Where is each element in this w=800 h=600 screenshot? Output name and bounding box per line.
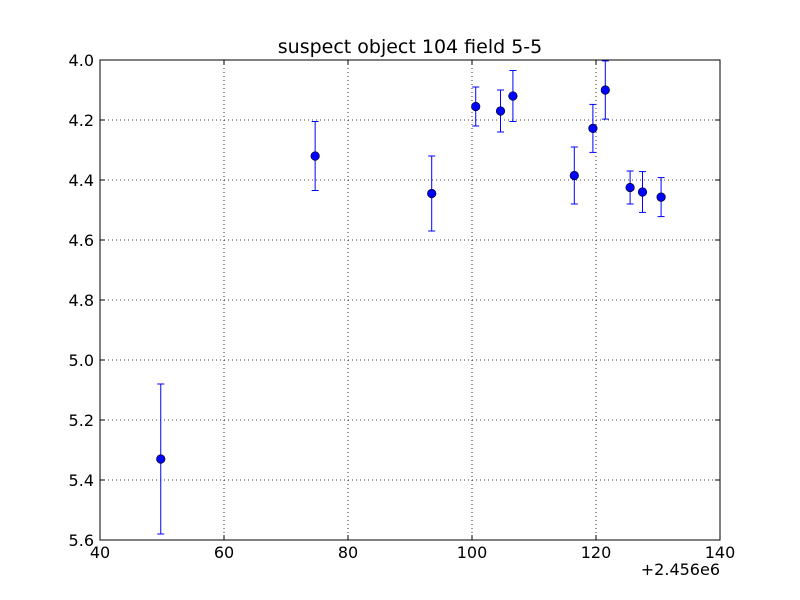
data-points (156, 85, 666, 464)
y-tick-label: 4.8 (69, 291, 94, 310)
y-tick-label: 5.6 (69, 531, 94, 550)
y-tick-label: 5.0 (69, 351, 94, 370)
data-point (427, 188, 437, 199)
x-axis: 40 60 80 100 120 140 (90, 60, 735, 562)
data-point (637, 187, 648, 197)
data-point (495, 106, 506, 116)
data-point (588, 123, 598, 133)
y-tick-label: 5.2 (69, 411, 94, 430)
y-tick-label: 4.0 (69, 51, 94, 70)
x-tick-label: 120 (581, 543, 612, 562)
x-tick-label: 60 (214, 543, 234, 562)
x-tick-label: 80 (338, 543, 358, 562)
grid (100, 60, 720, 540)
y-axis: 4.0 4.2 4.4 4.6 4.8 5.0 5.2 5.4 5.6 (69, 51, 720, 550)
y-tick-label: 4.4 (69, 171, 94, 190)
data-point (569, 170, 579, 181)
x-tick-label: 140 (705, 543, 736, 562)
y-tick-label: 5.4 (69, 471, 94, 490)
x-tick-label: 40 (90, 543, 110, 562)
y-tick-label: 4.2 (69, 111, 94, 130)
data-point (471, 101, 481, 112)
chart-title: suspect object 104 field 5-5 (278, 36, 543, 58)
error-bars (157, 60, 665, 535)
y-tick-label: 4.6 (69, 231, 94, 250)
data-point (656, 192, 666, 202)
data-point (625, 182, 635, 193)
data-point (600, 85, 610, 95)
data-point (310, 151, 320, 161)
x-tick-label: 100 (457, 543, 488, 562)
data-point (508, 91, 518, 101)
data-point (156, 454, 166, 464)
x-offset-label: +2.456e6 (641, 560, 720, 579)
